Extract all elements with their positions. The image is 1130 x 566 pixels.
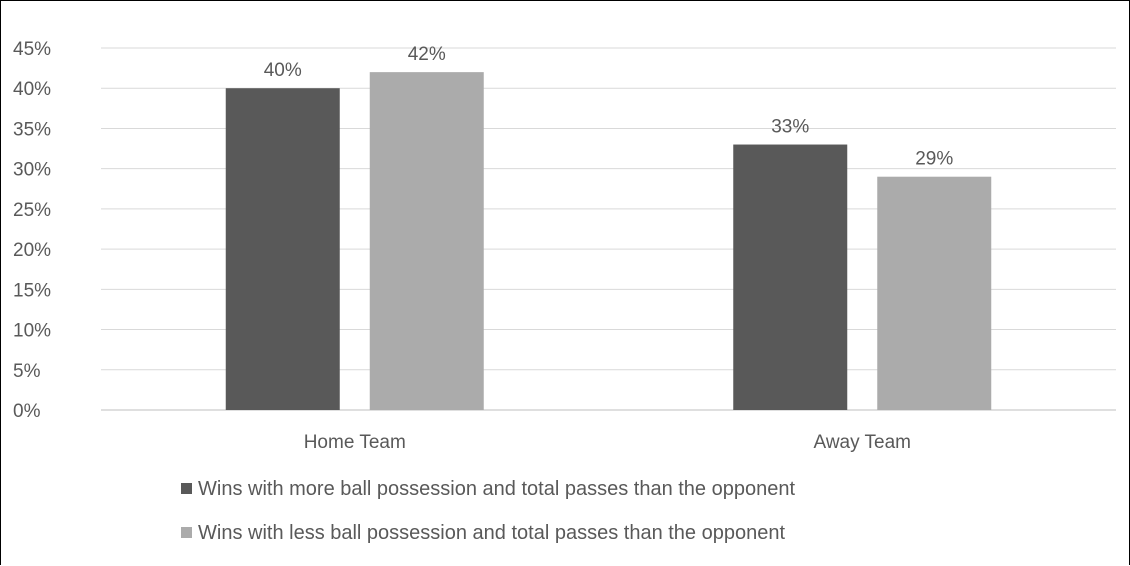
- y-tick-label: 35%: [13, 119, 51, 140]
- legend-label: Wins with more ball possession and total…: [198, 478, 795, 500]
- data-label: 29%: [915, 149, 953, 170]
- y-tick-label: 40%: [13, 79, 51, 100]
- y-tick-label: 15%: [13, 280, 51, 301]
- y-tick-label: 5%: [13, 361, 41, 382]
- x-category-label: Home Team: [304, 432, 406, 453]
- y-tick-label: 10%: [13, 321, 51, 342]
- legend-swatch: [181, 483, 192, 494]
- y-tick-label: 30%: [13, 160, 51, 181]
- y-tick-label: 0%: [13, 401, 41, 422]
- legend-label: Wins with less ball possession and total…: [198, 522, 785, 544]
- data-label: 40%: [264, 60, 302, 81]
- bar: [877, 176, 992, 410]
- legend-swatch: [181, 527, 192, 538]
- bar: [225, 88, 340, 410]
- bar: [369, 72, 484, 410]
- bar: [733, 144, 848, 411]
- y-tick-label: 20%: [13, 240, 51, 261]
- y-tick-label: 45%: [13, 39, 51, 60]
- x-category-label: Away Team: [813, 432, 911, 453]
- y-tick-label: 25%: [13, 200, 51, 221]
- data-label: 42%: [408, 44, 446, 65]
- data-label: 33%: [771, 117, 809, 138]
